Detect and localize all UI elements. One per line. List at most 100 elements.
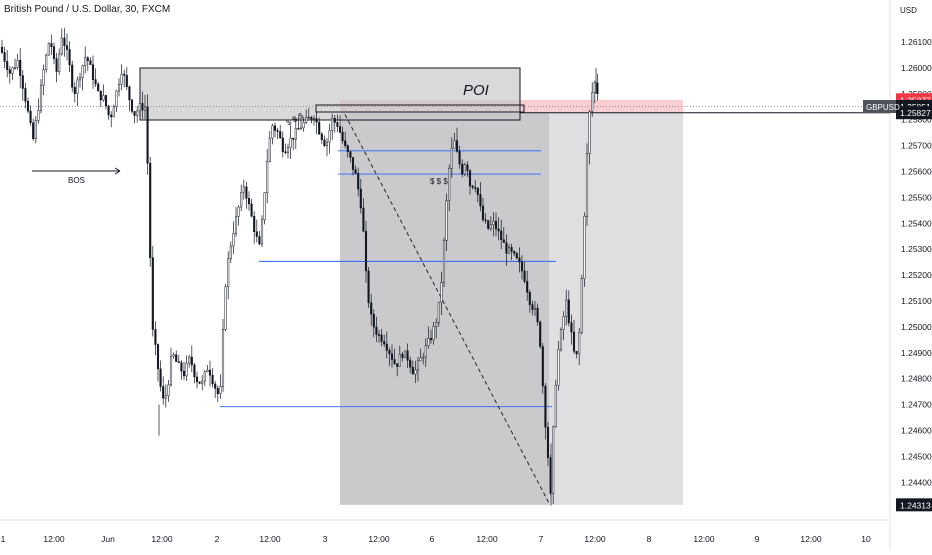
price-tick-label: 1.24400	[901, 477, 932, 487]
candle-body	[559, 329, 563, 350]
candle-body	[435, 322, 438, 327]
candle-body	[593, 82, 596, 93]
candle-body	[437, 301, 440, 323]
candle-body	[320, 133, 323, 141]
candle-body	[377, 334, 381, 336]
candle-body	[419, 357, 422, 362]
candle-body	[336, 122, 339, 127]
candle-body	[271, 125, 274, 139]
price-tick-label: 1.24600	[901, 426, 932, 436]
candle-body	[284, 151, 287, 154]
candle-body	[544, 385, 547, 428]
candle-body	[479, 194, 482, 207]
candle-body	[325, 141, 329, 146]
entry-price-tag: 1.25827	[900, 108, 931, 118]
candle-body	[120, 73, 123, 85]
price-tick-label: 1.24800	[901, 374, 932, 384]
candle-body	[97, 83, 100, 92]
candle-body	[55, 58, 58, 72]
candle-body	[471, 185, 474, 188]
candle-body	[71, 64, 74, 88]
candle-body	[520, 261, 524, 272]
candle-body	[409, 359, 412, 368]
candle-body	[156, 344, 160, 370]
price-tick-label: 1.25100	[901, 296, 932, 306]
candle-body	[489, 224, 492, 229]
target-zone-dark	[340, 112, 549, 505]
candle-body	[531, 304, 534, 310]
candle-body	[533, 307, 537, 310]
candle-body	[214, 383, 217, 389]
candle-body	[341, 131, 344, 142]
candle-body	[162, 386, 165, 399]
candle-body	[89, 60, 92, 65]
candle-body	[338, 126, 342, 133]
candle-body	[195, 376, 199, 383]
candle-body	[567, 299, 570, 324]
candle-body	[201, 380, 204, 384]
time-tick-label: 3	[323, 534, 328, 544]
chart-title: British Pound / U.S. Dollar, 30, FXCM	[4, 4, 171, 15]
candle-body	[68, 49, 71, 66]
candle-body	[45, 54, 48, 70]
candle-body	[58, 53, 61, 72]
time-tick-label: 9	[755, 534, 760, 544]
candle-body	[42, 69, 45, 86]
candle-body	[323, 139, 326, 146]
candle-body	[164, 395, 167, 399]
symbol-tag: GBPUSD	[866, 103, 900, 112]
candle-body	[541, 346, 544, 387]
candle-body	[159, 368, 162, 387]
candle-body	[188, 356, 191, 364]
candle-body	[219, 386, 222, 395]
candle-body	[141, 103, 144, 111]
candle-body	[227, 258, 230, 287]
candle-body	[474, 187, 477, 189]
candle-body	[312, 118, 316, 120]
candle-body	[286, 147, 290, 154]
candle-body	[513, 251, 516, 254]
candle-body	[234, 216, 238, 234]
currency-label: USD	[900, 6, 917, 15]
price-tick-label: 1.25700	[901, 141, 932, 151]
candle-body	[258, 236, 261, 245]
candle-body	[370, 302, 373, 315]
candle-body	[115, 90, 118, 107]
candle-body	[253, 216, 256, 232]
entry-price-tag-bg	[896, 106, 932, 120]
candle-body	[182, 370, 186, 377]
candle-body	[8, 69, 11, 74]
candle-body	[203, 371, 206, 382]
candle-body	[47, 43, 50, 56]
candle-body	[458, 151, 461, 165]
candle-body	[401, 353, 404, 358]
candle-body	[448, 168, 451, 201]
candle-body	[63, 37, 66, 46]
candle-body	[39, 84, 43, 111]
time-tick-label: Jun	[101, 534, 115, 544]
candle-body	[578, 332, 581, 355]
time-tick-label: 12:00	[259, 534, 281, 544]
candle-body	[463, 164, 466, 175]
candle-body	[185, 362, 188, 377]
candle-body	[476, 187, 479, 195]
candle-body	[211, 374, 214, 385]
candle-body	[380, 334, 383, 342]
candle-body	[91, 64, 95, 80]
candle-body	[279, 131, 282, 139]
candle-body	[518, 257, 521, 263]
candle-body	[86, 57, 89, 61]
candle-body	[3, 52, 6, 62]
symbol-tag-bg	[863, 99, 896, 113]
candle-body	[393, 359, 396, 364]
candle-body	[175, 354, 178, 362]
candle-body	[216, 388, 219, 395]
candle-body	[94, 79, 97, 85]
price-tick-label: 1.25000	[901, 322, 932, 332]
candle-body	[110, 114, 113, 118]
candle-body	[580, 278, 583, 333]
candle-body	[315, 118, 318, 123]
candle-body	[60, 37, 63, 55]
candle-body	[450, 147, 453, 169]
